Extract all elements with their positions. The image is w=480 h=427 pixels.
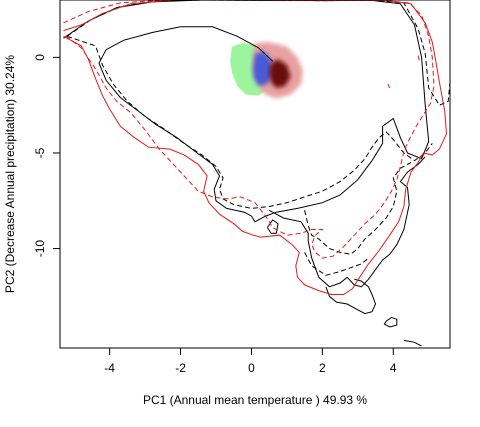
x-tick-label: -4: [104, 361, 115, 375]
contour-dashed-red-12: [387, 83, 391, 89]
x-axis: -4 -2 0 2 4: [104, 347, 397, 375]
density-dark-red-17: [269, 59, 291, 88]
y-axis: 0 -5 -10: [33, 54, 60, 258]
contour-dashed-red-11: [63, 0, 435, 259]
contour-solid-black-5: [403, 339, 422, 347]
contour-dashed-red-13: [417, 55, 421, 64]
contour-solid-black-4: [383, 316, 398, 328]
y-tick-label: -10: [33, 240, 47, 258]
y-axis-label: PC2 (Decrease Annual precipitation) 30.2…: [3, 55, 17, 293]
y-tick-label: 0: [33, 54, 47, 61]
contour-dashed-black-7: [66, 35, 433, 209]
x-tick-label: 4: [390, 361, 397, 375]
contour-solid-black-0: [63, 0, 430, 223]
contour-dashed-black-8: [304, 162, 412, 255]
x-tick-label: -2: [175, 361, 186, 375]
x-tick-label: 0: [248, 361, 255, 375]
contour-solid-black-2: [325, 278, 377, 315]
contour-solid-red-10: [63, 0, 448, 295]
x-axis-label: PC1 (Annual mean temperature ) 49.93 %: [143, 393, 367, 407]
density-blue-16: [253, 51, 273, 86]
y-tick-label: -5: [33, 147, 47, 158]
x-tick-label: 2: [319, 361, 326, 375]
density-fills: [230, 42, 303, 99]
contour-solid-black-3: [266, 219, 279, 234]
